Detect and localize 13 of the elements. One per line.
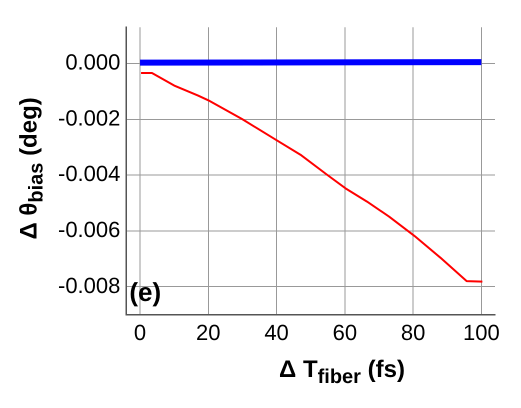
- y-tick-label: 0.000: [65, 50, 120, 75]
- x-tick-label: 60: [332, 320, 358, 345]
- x-tick-label: 80: [400, 320, 426, 345]
- y-tick-label: -0.008: [58, 272, 120, 298]
- x-tick-label: 20: [196, 320, 221, 345]
- x-tick-label: 100: [462, 320, 500, 345]
- y-tick-label: -0.002: [58, 105, 120, 130]
- x-axis-title: Δ T$_{fiber}$ (fs): [278, 356, 406, 389]
- y-tick-label: -0.006: [58, 216, 120, 242]
- x-tick-label: 0: [134, 320, 146, 345]
- annotation: (e): [129, 276, 162, 307]
- x-tick-label: 40: [264, 320, 289, 345]
- y-tick-label: -0.004: [58, 161, 120, 186]
